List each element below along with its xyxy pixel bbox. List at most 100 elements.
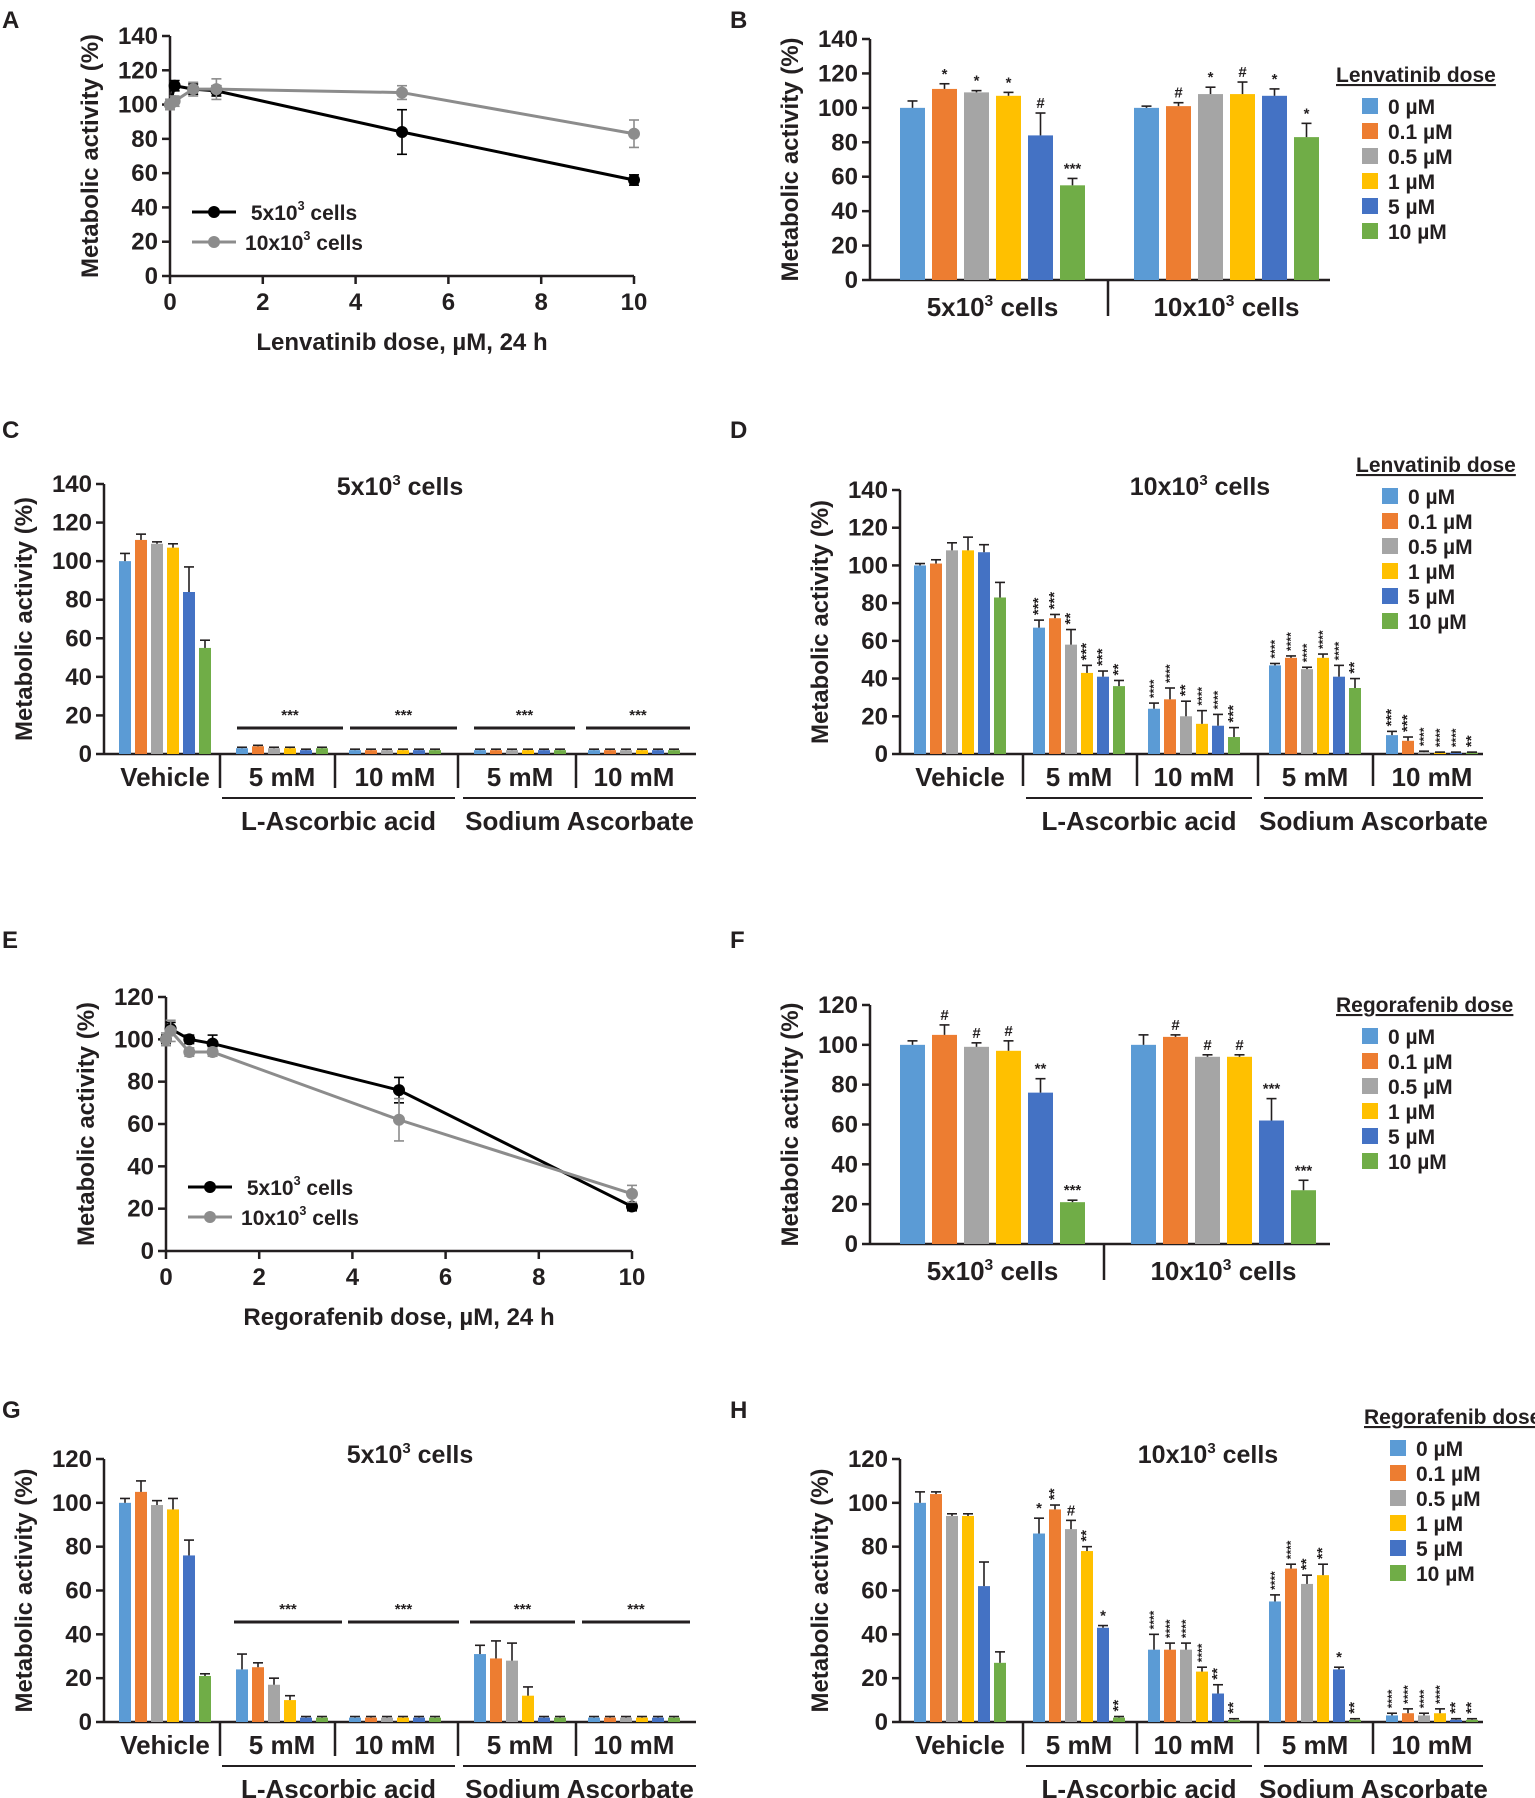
significance-mark: **** [1163, 1619, 1177, 1638]
y-tick-label: 140 [118, 23, 158, 50]
bar [1033, 1533, 1045, 1722]
bar [996, 1050, 1021, 1244]
y-tick-label: 0 [145, 263, 158, 290]
bar [538, 750, 550, 754]
y-tick-label: 80 [861, 1534, 888, 1561]
bar [978, 1586, 990, 1722]
treatment-label: L-Ascorbic acid [1041, 806, 1236, 836]
y-tick-label: 100 [848, 552, 888, 579]
legend-entry: 0.5 µM [1408, 536, 1473, 559]
treatment-label: Sodium Ascorbate [1259, 806, 1488, 836]
legend-swatch [1382, 563, 1398, 579]
bar [1148, 1649, 1160, 1722]
bar [1434, 752, 1446, 754]
y-tick-label: 60 [831, 1112, 858, 1139]
significance-mark: * [1336, 1649, 1342, 1666]
significance-mark: **** [1284, 632, 1298, 651]
y-tick-label: 60 [831, 164, 858, 191]
significance-mark: *** [1094, 648, 1111, 666]
legend-swatch [1390, 1440, 1406, 1456]
category-label: 10 mM [1392, 1730, 1473, 1760]
bar [236, 748, 248, 754]
significance-mark: ** [1062, 613, 1079, 625]
chart-title: 10x103 cells [1130, 472, 1270, 501]
bar [1317, 1575, 1329, 1722]
category-label: 5 mM [1046, 762, 1112, 792]
bar [167, 1509, 179, 1722]
treatment-label: Sodium Ascorbate [465, 1774, 694, 1798]
significance-mark: *** [1064, 160, 1082, 177]
legend-entry: 0.1 µM [1408, 511, 1473, 534]
category-label: Vehicle [915, 762, 1005, 792]
x-tick-label: 10 [619, 1264, 646, 1291]
y-tick-label: 20 [861, 703, 888, 730]
significance-mark: **** [1332, 641, 1346, 660]
y-tick-label: 140 [848, 477, 888, 504]
legend-marker [208, 236, 220, 248]
panel-label: E [2, 927, 18, 954]
category-label: 5 mM [1282, 762, 1348, 792]
bar [1434, 1713, 1446, 1722]
bar [1230, 94, 1255, 280]
panel-label: C [2, 417, 19, 444]
bar [930, 563, 942, 754]
chart-title: 10x103 cells [1138, 1440, 1278, 1469]
y-tick-label: 140 [52, 471, 92, 498]
y-tick-label: 60 [861, 628, 888, 655]
legend-swatch [1390, 1515, 1406, 1531]
significance-mark: ** [1046, 1488, 1063, 1500]
significance-mark: **** [1300, 643, 1314, 662]
bar [1402, 740, 1414, 754]
category-label: 10 mM [1154, 1730, 1235, 1760]
significance-mark: *** [1295, 1162, 1313, 1179]
bracket-significance: *** [395, 1601, 413, 1618]
significance-mark: ** [1447, 1702, 1464, 1714]
bar [1386, 735, 1398, 754]
bar [199, 1675, 211, 1722]
legend-entry: 10 µM [1408, 611, 1467, 634]
bar [522, 1695, 534, 1722]
significance-mark: *** [1046, 592, 1063, 610]
treatment-label: L-Ascorbic acid [1041, 1774, 1236, 1798]
legend-entry: 10x103 cells [245, 229, 363, 255]
category-label: 5 mM [1282, 1730, 1348, 1760]
data-point [183, 1033, 196, 1046]
bar [474, 750, 486, 754]
bar [1166, 106, 1191, 280]
bar [1450, 1719, 1462, 1722]
category-label: 10 mM [355, 762, 436, 792]
legend-swatch [1362, 1028, 1378, 1044]
legend-entry: 0.1 µM [1388, 121, 1453, 144]
bar [538, 1717, 550, 1722]
significance-mark: * [1208, 69, 1214, 86]
legend-swatch [1362, 173, 1378, 189]
category-label: 10x103 cells [1150, 1256, 1296, 1286]
treatment-label: Sodium Ascorbate [465, 806, 694, 836]
legend-entry: 10 µM [1416, 1563, 1475, 1586]
bar [620, 1717, 632, 1722]
data-point [393, 1084, 405, 1097]
x-tick-label: 0 [159, 1264, 172, 1291]
y-tick-label: 60 [65, 1578, 92, 1605]
y-axis-label: Metabolic activity (%) [73, 1002, 100, 1246]
bar [506, 750, 518, 754]
significance-mark: ** [1225, 1702, 1242, 1714]
legend-entry: 0 µM [1388, 96, 1435, 119]
y-tick-label: 60 [861, 1578, 888, 1605]
legend-entry: 0.5 µM [1416, 1488, 1481, 1511]
legend-swatch [1382, 613, 1398, 629]
legend-title: Lenvatinib dose [1356, 454, 1516, 477]
y-tick-label: 60 [131, 160, 158, 187]
significance-mark: **** [1385, 1689, 1399, 1708]
y-tick-label: 40 [65, 664, 92, 691]
x-axis-label: Lenvatinib dose, µM, 24 h [256, 329, 547, 356]
x-tick-label: 8 [532, 1264, 545, 1291]
legend-entry: 1 µM [1388, 1101, 1435, 1124]
bar [1285, 1568, 1297, 1722]
bar [1262, 95, 1287, 280]
bracket-significance: *** [514, 1601, 532, 1618]
significance-mark: ** [1110, 1700, 1127, 1712]
legend-swatch [1362, 198, 1378, 214]
legend-swatch [1382, 538, 1398, 554]
bar [1060, 1202, 1085, 1244]
